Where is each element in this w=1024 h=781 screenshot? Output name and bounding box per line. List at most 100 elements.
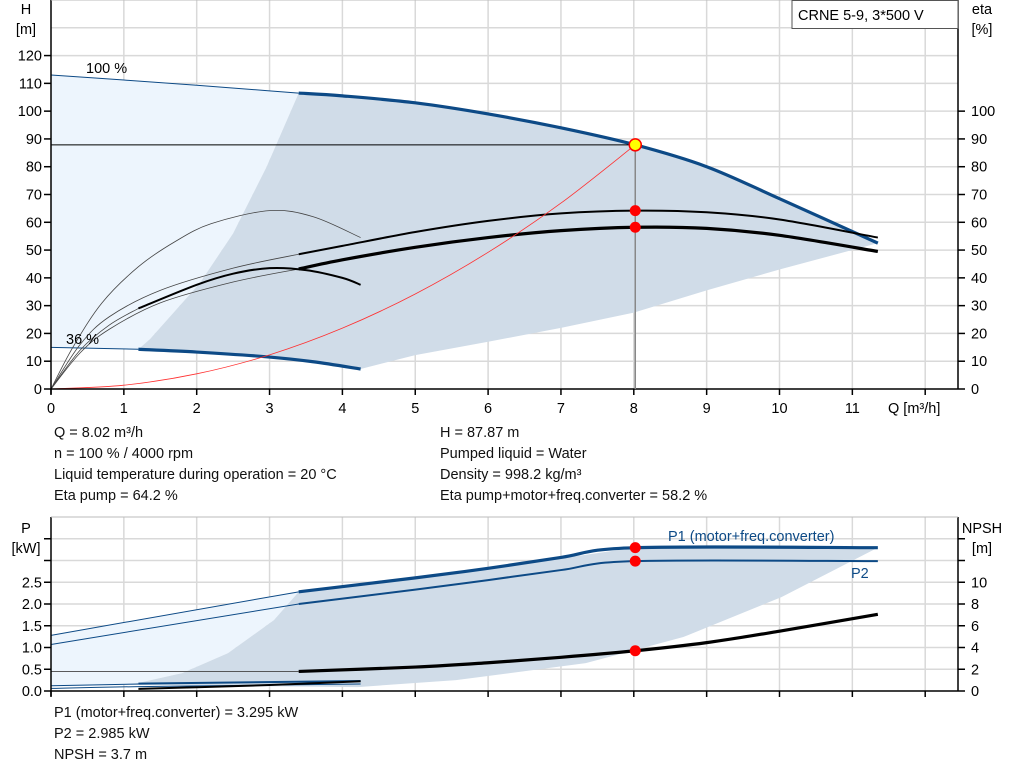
- y-tick-label-left: 70: [26, 188, 42, 204]
- result-flow: Q = 8.02 m³/h: [54, 425, 144, 441]
- speed-label-min: 36 %: [66, 332, 99, 348]
- chart-title: CRNE 5-9, 3*500 V: [798, 8, 924, 24]
- y-axis-label-right: NPSH: [962, 521, 1002, 537]
- result-eta-total: Eta pump+motor+freq.converter = 58.2 %: [440, 488, 708, 504]
- result-p2: P2 = 2.985 kW: [54, 726, 150, 742]
- curve-p1: [298, 545, 878, 594]
- y-tick-label-right: 40: [971, 271, 987, 287]
- curve-system-curve: [50, 144, 636, 390]
- duty-point-p2: [629, 555, 641, 567]
- curve-eta-total-100-ext: [50, 268, 299, 390]
- y-tick-label-right: 70: [971, 188, 987, 204]
- y-tick-label-left: 40: [26, 271, 42, 287]
- y-tick-label-left: 10: [26, 354, 42, 370]
- result-head: H = 87.87 m: [440, 425, 520, 441]
- curve-qh-100-ext: [50, 74, 299, 94]
- y-tick-label-left: 60: [26, 215, 42, 231]
- duty-point-head: [628, 138, 643, 152]
- result-eta-pump: Eta pump = 64.2 %: [54, 488, 178, 504]
- result-density: Density = 998.2 kg/m³: [440, 467, 582, 483]
- curve-npsh: [298, 612, 879, 674]
- x-tick-label: 4: [338, 401, 346, 417]
- x-tick-label: 9: [703, 401, 711, 417]
- y-tick-label-left: 110: [19, 76, 42, 92]
- x-tick-label: 5: [411, 401, 419, 417]
- y-tick-label-left: 120: [18, 49, 42, 65]
- y-axis-label-left: H: [21, 2, 31, 18]
- y-tick-label-right: 4: [971, 641, 979, 657]
- y-axis-unit-right: [%]: [972, 22, 993, 38]
- recommended-range-area: [129, 547, 878, 688]
- y-tick-label-right: 0: [971, 684, 979, 700]
- y-axis-unit-left: [m]: [16, 22, 36, 38]
- curve-npsh-36: [138, 680, 361, 690]
- curve-p1-ext: [50, 591, 299, 636]
- result-speed: n = 100 % / 4000 rpm: [54, 446, 194, 462]
- duty-point-npsh: [629, 645, 641, 657]
- curve-eta-pump-100: [298, 209, 879, 256]
- y-tick-label-left: 2.5: [22, 575, 42, 591]
- result-pumped-liquid: Pumped liquid = Water: [440, 446, 587, 462]
- y-tick-label-left: 50: [26, 243, 42, 259]
- y-tick-label-right: 10: [971, 575, 987, 591]
- curve-eta-pump-100-ext: [50, 253, 299, 390]
- result-p1: P1 (motor+freq.converter) = 3.295 kW: [54, 705, 299, 721]
- x-tick-label: 6: [484, 401, 492, 417]
- curve-p2-36-ext: [50, 683, 361, 689]
- y-axis-unit-left: [kW]: [12, 541, 41, 557]
- x-tick-label: 0: [47, 401, 55, 417]
- y-tick-label-left: 80: [26, 160, 42, 176]
- y-tick-label-right: 100: [971, 104, 995, 120]
- y-tick-label-right: 80: [971, 160, 987, 176]
- y-tick-label-right: 60: [971, 215, 987, 231]
- full-range-area: [51, 75, 299, 350]
- curve-qh-36: [138, 347, 361, 371]
- x-tick-label: 1: [120, 401, 128, 417]
- result-liquid-temperature: Liquid temperature during operation = 20…: [54, 467, 337, 483]
- y-axis-unit-right: [m]: [972, 541, 992, 557]
- speed-label-max: 100 %: [86, 61, 127, 77]
- y-tick-label-right: 0: [971, 382, 979, 398]
- duty-point-p1: [629, 542, 641, 554]
- qh-eta-chart: 0102030405060708090100110120010203040506…: [16, 0, 995, 417]
- y-tick-label-left: 0.5: [22, 662, 42, 678]
- x-tick-label: 2: [193, 401, 201, 417]
- y-tick-label-right: 20: [971, 326, 987, 342]
- results-bottom: P1 (motor+freq.converter) = 3.295 kW P2 …: [54, 703, 298, 766]
- duty-point-eta-pump: [629, 205, 641, 217]
- curve-qh-36-ext: [50, 346, 139, 350]
- y-tick-label-left: 100: [18, 104, 42, 120]
- y-tick-label-right: 8: [971, 597, 979, 613]
- legend-p1: P1 (motor+freq.converter): [668, 529, 834, 545]
- y-tick-label-right: 2: [971, 662, 979, 678]
- y-axis-label-right: eta: [972, 2, 993, 18]
- x-tick-label: 7: [557, 401, 565, 417]
- x-tick-label: 10: [771, 401, 787, 417]
- x-tick-label: 3: [266, 401, 274, 417]
- y-tick-label-left: 2.0: [22, 597, 42, 613]
- title-box: [791, 0, 959, 29]
- y-tick-label-right: 10: [971, 354, 987, 370]
- y-tick-label-left: 1.5: [22, 619, 42, 635]
- y-tick-label-right: 30: [971, 299, 987, 315]
- y-axis-label-left: P: [21, 521, 31, 537]
- x-axis-label: Q [m³/h]: [888, 401, 940, 417]
- x-tick-label: 8: [630, 401, 638, 417]
- curve-eta-arc-ext: [50, 209, 361, 390]
- recommended-range-area: [138, 93, 878, 369]
- y-tick-label-left: 1.0: [22, 641, 42, 657]
- power-npsh-chart: 0.0 0.5 1.0 1.5 2.0 2.5 0 2 4 6 8 10 P [kW] NPSH [m] P1 …: [12, 516, 1002, 700]
- curve-eta-pump-36: [138, 266, 361, 310]
- curve-eta-36-ext: [50, 308, 139, 390]
- y-tick-label-left: 20: [26, 326, 42, 342]
- curve-qh-100: [298, 91, 879, 245]
- y-tick-label-right: 90: [971, 132, 987, 148]
- y-tick-label-left: 0: [34, 382, 42, 398]
- curve-p2: [298, 559, 878, 605]
- y-tick-label-right: 6: [971, 619, 979, 635]
- x-tick-label: 11: [845, 401, 860, 417]
- curve-eta-total-100: [298, 225, 879, 271]
- y-tick-label-left: 30: [26, 299, 42, 315]
- y-tick-label-left: 90: [26, 132, 42, 148]
